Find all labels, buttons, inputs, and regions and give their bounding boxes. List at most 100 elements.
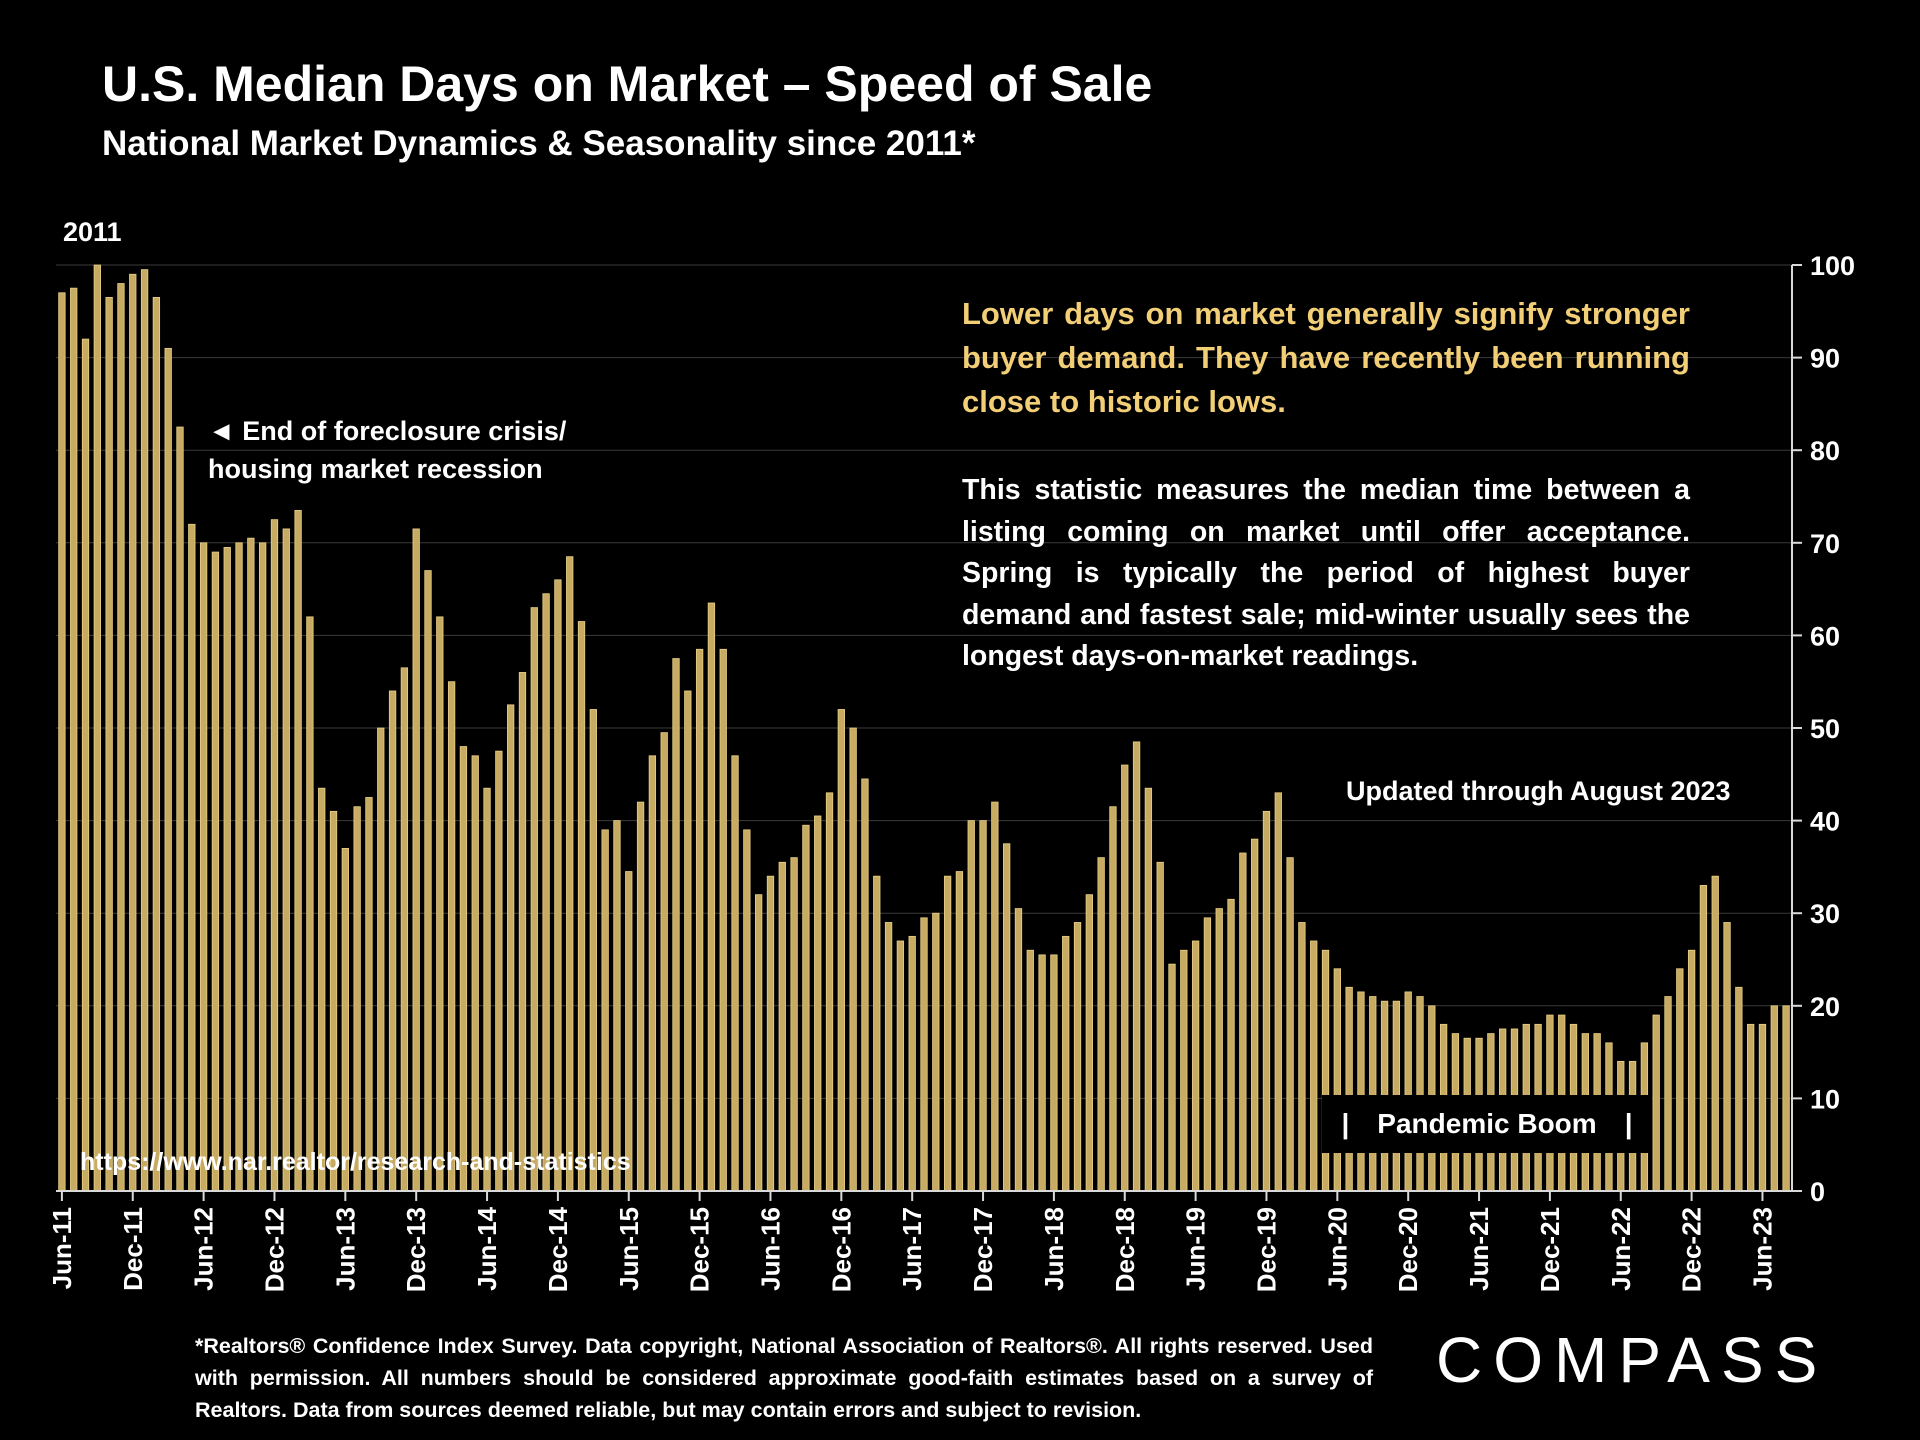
bar	[1770, 1005, 1778, 1192]
bars	[58, 264, 1790, 1192]
bar	[1758, 1023, 1767, 1192]
x-tick-label: Dec-12	[259, 1207, 289, 1292]
bar	[684, 690, 692, 1192]
bar	[518, 672, 527, 1192]
bar	[1310, 940, 1318, 1192]
y-tick-label: 40	[1810, 807, 1840, 837]
y-tick-label: 80	[1810, 436, 1840, 466]
bar	[955, 871, 964, 1192]
bar	[1073, 922, 1082, 1192]
bar	[1286, 857, 1294, 1192]
bar	[849, 727, 857, 1192]
pandemic-bracket-left: |	[1341, 1108, 1350, 1139]
bar	[542, 593, 550, 1192]
bar	[1274, 792, 1282, 1192]
bar	[695, 648, 704, 1192]
x-tick-label: Dec-20	[1393, 1207, 1423, 1292]
bar	[318, 787, 326, 1192]
bar	[129, 273, 137, 1192]
bar	[719, 648, 727, 1192]
bar	[1003, 843, 1011, 1192]
bar	[1652, 1014, 1660, 1192]
bar	[1180, 949, 1188, 1192]
foreclosure-annotation: ◄ End of foreclosure crisis/ housing mar…	[208, 412, 566, 488]
bar	[566, 556, 574, 1192]
bar	[211, 551, 220, 1192]
bar	[353, 806, 361, 1192]
bar	[1168, 963, 1176, 1192]
bar	[223, 547, 231, 1192]
bar	[920, 917, 928, 1192]
x-tick-label: Dec-21	[1535, 1207, 1565, 1292]
bar	[1735, 986, 1743, 1192]
y-tick-label: 100	[1810, 251, 1855, 281]
bar	[365, 797, 373, 1192]
bar	[943, 875, 952, 1192]
bar	[1687, 949, 1696, 1192]
pandemic-bracket-right: |	[1624, 1108, 1633, 1139]
bar	[1333, 968, 1341, 1192]
bar	[731, 755, 739, 1192]
bar	[1038, 954, 1046, 1192]
bar	[329, 810, 338, 1192]
y-tick-label: 60	[1810, 621, 1840, 651]
bar	[1026, 949, 1034, 1192]
bar	[802, 824, 810, 1192]
y-tick-label: 10	[1810, 1084, 1840, 1114]
bar	[377, 727, 385, 1192]
bar	[495, 750, 503, 1192]
bar	[447, 681, 456, 1192]
bar	[507, 704, 515, 1192]
bar	[896, 940, 905, 1192]
start-year-label: 2011	[63, 217, 122, 247]
bar	[105, 297, 113, 1192]
bar	[1132, 741, 1141, 1192]
bar	[790, 857, 798, 1192]
bar	[70, 287, 78, 1192]
bar	[530, 607, 538, 1192]
source-url[interactable]: https://www.nar.realtor/research-and-sta…	[80, 1148, 631, 1176]
x-tick-label: Dec-15	[685, 1207, 715, 1292]
bar	[743, 829, 751, 1192]
y-tick-label: 20	[1810, 992, 1840, 1022]
bar	[1227, 898, 1235, 1192]
bar	[412, 528, 420, 1192]
bar	[707, 602, 716, 1192]
bar	[471, 755, 479, 1192]
bar	[1262, 810, 1271, 1192]
bar	[577, 621, 586, 1192]
bar	[270, 519, 279, 1192]
left-arrow-icon: ◄	[208, 416, 235, 446]
x-tick-label: Dec-18	[1110, 1207, 1140, 1292]
bar	[1191, 940, 1200, 1192]
bar	[613, 820, 621, 1192]
bar	[755, 894, 763, 1192]
bar	[1676, 968, 1684, 1192]
bar	[424, 570, 432, 1192]
bar	[648, 755, 657, 1192]
bar	[235, 542, 243, 1192]
x-tick-label: Jun-15	[614, 1207, 644, 1291]
bar	[1050, 954, 1058, 1192]
bar	[199, 542, 208, 1192]
bar	[93, 264, 101, 1192]
bar	[1109, 806, 1117, 1192]
bar	[991, 801, 999, 1192]
bar	[400, 667, 409, 1192]
x-tick-label: Jun-16	[755, 1207, 785, 1291]
bar	[979, 820, 987, 1192]
bar	[1321, 949, 1330, 1192]
bar	[589, 709, 597, 1192]
bar	[1416, 996, 1424, 1192]
x-tick-label: Jun-14	[472, 1206, 502, 1290]
bar	[117, 283, 125, 1192]
y-tick-label: 50	[1810, 714, 1840, 744]
bar	[837, 709, 845, 1192]
chart-subtitle: National Market Dynamics & Seasonality s…	[102, 124, 976, 163]
x-tick-label: Dec-11	[118, 1207, 148, 1291]
x-tick-label: Jun-21	[1464, 1207, 1494, 1291]
y-tick-label: 0	[1810, 1177, 1825, 1207]
bar	[1239, 852, 1247, 1192]
x-tick-label: Jun-12	[189, 1207, 219, 1291]
